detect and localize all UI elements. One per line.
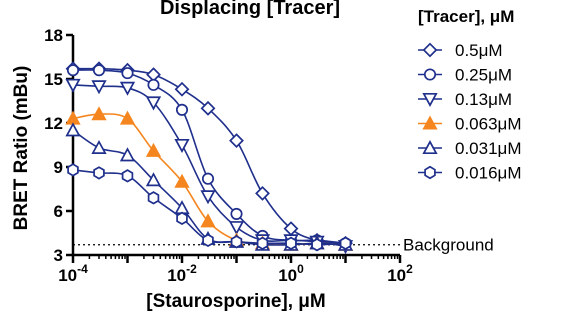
legend-label: 0.016μM [455, 164, 522, 183]
legend-marker [424, 165, 436, 180]
y-tick-label: 15 [44, 70, 63, 89]
data-point-series-5 [176, 211, 188, 225]
data-point-series-5 [67, 163, 79, 177]
data-point-series-3 [119, 110, 136, 125]
data-point-series-5 [339, 236, 352, 250]
data-point-series-0 [229, 133, 244, 149]
y-tick-label: 18 [44, 26, 63, 45]
data-point-series-4 [119, 147, 136, 162]
y-tick-label: 9 [54, 158, 63, 177]
background-label: Background [403, 236, 494, 255]
legend-label: 0.13μM [455, 90, 512, 109]
data-point-series-3 [145, 142, 162, 157]
data-point-series-4 [145, 172, 162, 187]
x-axis-label: [Staurosporine], μM [146, 291, 325, 312]
legend-marker [422, 42, 438, 58]
data-point-series-5 [121, 169, 134, 183]
data-point-series-0 [255, 185, 270, 201]
chart-title: Displacing [Tracer] [160, 0, 340, 19]
y-axis-label: BRET Ratio (mBu) [11, 66, 32, 231]
x-tick-label: 102 [387, 262, 413, 285]
data-point-series-2 [228, 221, 245, 236]
y-tick-label: 12 [44, 114, 63, 133]
legend-label: 0.063μM [455, 115, 522, 134]
data-point-series-3 [200, 213, 216, 228]
data-point-series-2 [174, 138, 190, 153]
data-point-series-1 [92, 64, 106, 77]
y-tick-label: 6 [54, 202, 63, 221]
data-point-series-4 [65, 122, 81, 137]
data-point-series-2 [119, 81, 136, 96]
data-point-series-1 [201, 172, 215, 185]
data-point-series-0 [174, 81, 190, 97]
data-point-series-5 [147, 191, 160, 205]
data-point-series-1 [147, 78, 160, 91]
data-point-series-5 [256, 236, 269, 250]
data-point-series-5 [230, 235, 243, 249]
data-point-series-0 [200, 100, 216, 116]
legend-marker [422, 92, 438, 107]
data-point-series-5 [93, 166, 105, 180]
data-point-series-3 [174, 173, 190, 188]
x-tick-label: 100 [278, 262, 304, 285]
legend-marker [422, 115, 438, 130]
x-tick-label: 10-2 [167, 262, 197, 285]
data-point-series-1 [230, 207, 243, 220]
data-point-series-2 [65, 78, 81, 93]
data-point-series-1 [121, 67, 134, 80]
plot-area: 3 6 9 12 15 18 10-4 10-2 100 102 Background [44, 26, 494, 285]
legend-label: 0.25μM [455, 66, 512, 85]
legend-title: [Tracer], μM [418, 7, 514, 26]
data-point-series-1 [66, 64, 80, 77]
data-point-series-2 [145, 96, 162, 111]
legend-marker [422, 140, 438, 155]
data-point-series-1 [175, 103, 189, 116]
y-tick-label: 3 [54, 246, 63, 265]
x-tick-label: 10-4 [58, 262, 88, 285]
data-point-series-5 [285, 236, 297, 250]
data-point-series-2 [91, 80, 107, 95]
legend-label: 0.5μM [455, 41, 503, 60]
legend-marker [423, 68, 437, 81]
data-point-series-2 [200, 190, 216, 205]
data-point-series-5 [311, 238, 323, 252]
data-point-series-3 [91, 106, 107, 121]
legend: 0.5μM 0.25μM 0.13μM 0.063μM 0.031μM 0.016μM [418, 41, 522, 183]
data-point-series-5 [202, 233, 214, 247]
legend-label: 0.031μM [455, 139, 522, 158]
data-point-series-4 [91, 139, 107, 154]
series-curve-4 [72, 129, 346, 246]
